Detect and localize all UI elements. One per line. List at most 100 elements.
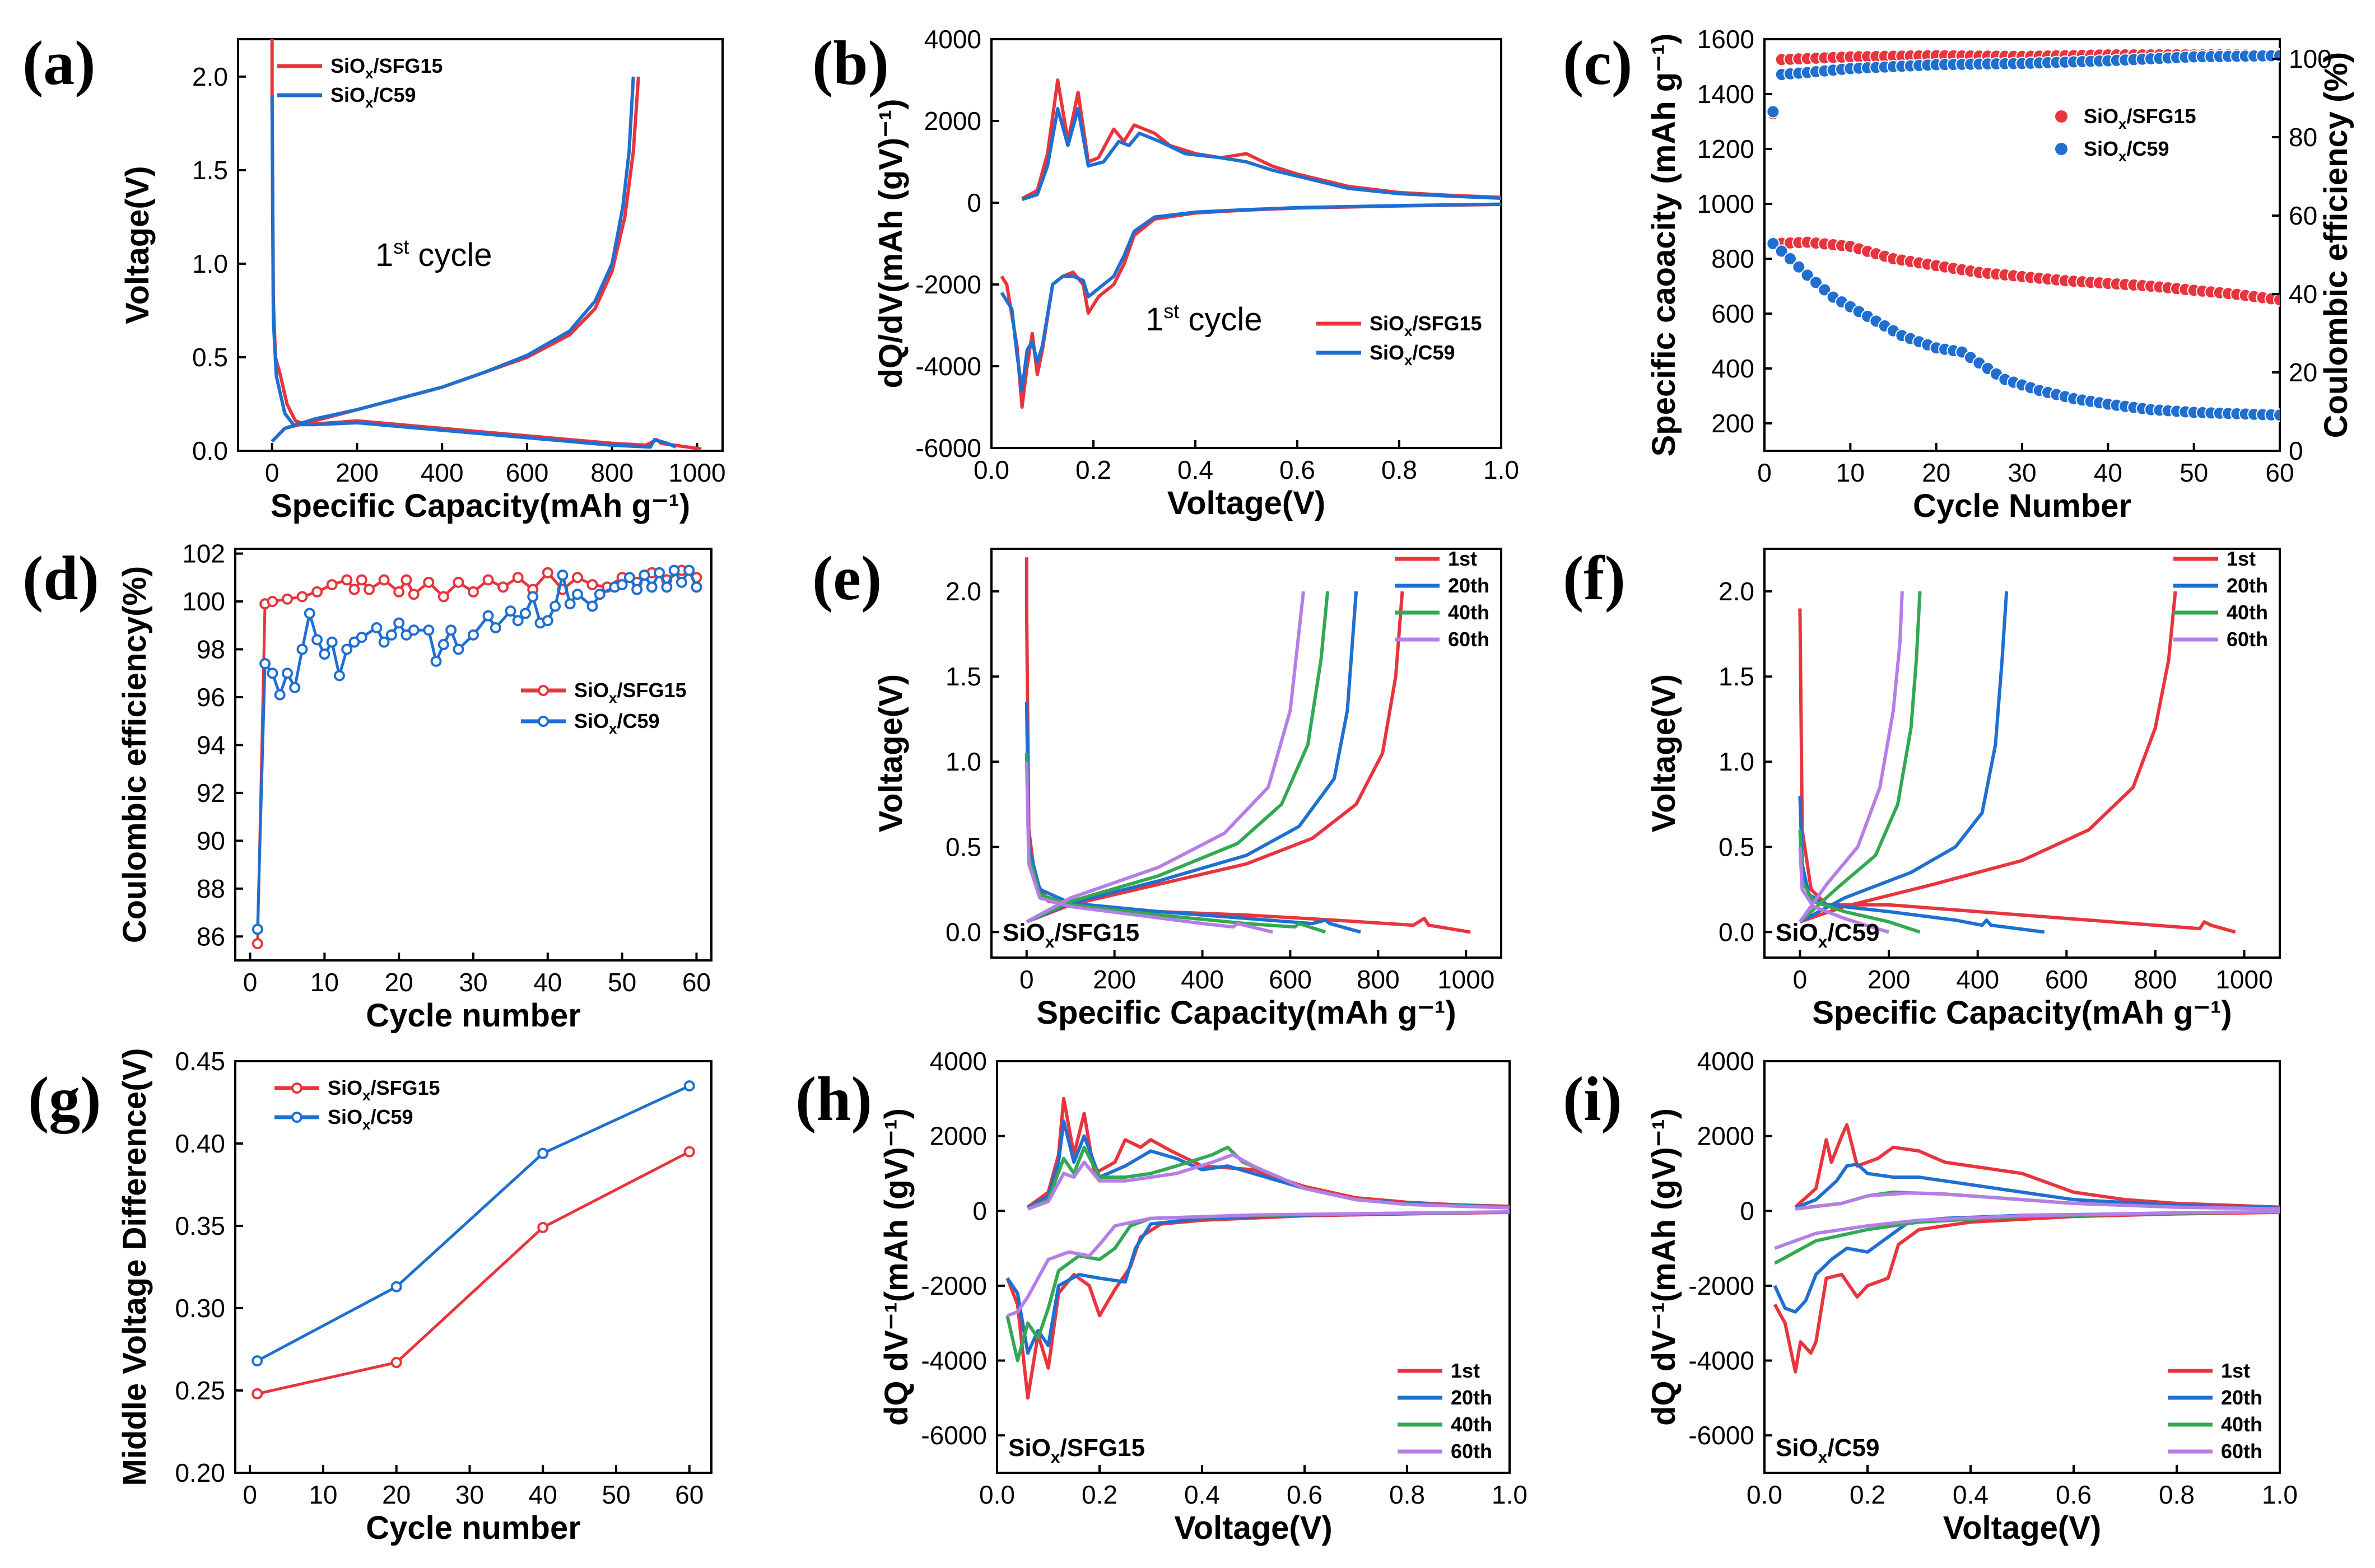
x-tick-label: 0: [265, 458, 280, 487]
y-tick-label: 96: [197, 683, 225, 712]
x-tick-label: 1000: [2215, 965, 2272, 994]
y-tick-label: 1.0: [1719, 747, 1754, 776]
series-marker: [646, 581, 658, 593]
capacity-point: [1792, 260, 1806, 274]
capacity-point: [2273, 293, 2280, 307]
x-axis-title: Specific Capacity(mAh g⁻¹): [1036, 995, 1456, 1031]
series-marker: [571, 572, 583, 584]
series-marker: [564, 598, 576, 610]
series-marker: [654, 567, 665, 578]
y-axis-title: Coulombic efficiency(%): [117, 566, 153, 944]
series-line: [1021, 107, 1501, 202]
series-marker: [385, 629, 397, 641]
series-marker: [267, 596, 278, 608]
series-marker: [571, 589, 583, 600]
legend-entry: 60th: [1448, 628, 1489, 651]
x-tick-label: 800: [590, 458, 634, 487]
x-tick-label: 400: [1181, 965, 1224, 994]
y-tick-label: 0.30: [175, 1294, 225, 1323]
x-tick-label: 50: [608, 968, 636, 997]
legend-entry: 40th: [2221, 1413, 2262, 1436]
panel-label-h: (h): [795, 1065, 872, 1134]
series-line: [1774, 1210, 2280, 1250]
y-tick-label: -6000: [915, 433, 981, 463]
legend-entry: 1st: [2221, 1359, 2250, 1382]
series-marker: [691, 581, 702, 593]
x-tick-label: 0.6: [1279, 455, 1315, 484]
y-tick-label: 1.5: [946, 662, 981, 691]
x-tick-label: 60: [675, 1480, 704, 1509]
capacity-point: [1783, 252, 1797, 265]
series-line: [1794, 1123, 2280, 1209]
x-tick-label: 1.0: [2262, 1480, 2298, 1509]
y-axis-title: Voltage(V): [873, 674, 909, 833]
series-marker: [623, 572, 635, 584]
x-tick-label: 1000: [1437, 965, 1494, 994]
x-tick-label: 0: [243, 968, 258, 997]
series-line: [271, 76, 635, 443]
y-tick-label: -2000: [1688, 1271, 1754, 1300]
plot-area: [252, 1080, 695, 1399]
series-marker: [468, 629, 479, 641]
panel-g: (g) 0 10 20 30 40 50 60 0.20 0.25 0.30 0.35 0.40 0.45…: [28, 1047, 712, 1546]
series-marker: [445, 624, 457, 636]
panel-h: (h) 0.0 0.2 0.4 0.6 0.8 1.0 -6000 -4000 -2000 0 200…: [795, 1047, 1528, 1546]
series-marker: [259, 658, 271, 670]
series-line: [1026, 591, 1404, 923]
x-tick-label: 0.6: [2056, 1480, 2092, 1509]
series-marker: [512, 572, 524, 584]
series-marker: [289, 682, 301, 693]
y-tick-label: 2.0: [1719, 577, 1754, 606]
series-line: [1026, 591, 1305, 923]
x-tick-label: 0.8: [1389, 1480, 1425, 1509]
panel-label-a: (a): [22, 29, 96, 98]
series-line: [1024, 762, 1273, 934]
series-line: [1026, 591, 1358, 923]
series-marker: [311, 586, 323, 598]
legend-entry: SiOx/C59: [574, 710, 660, 737]
series-marker: [537, 1147, 549, 1159]
plot-area: [1000, 78, 1501, 409]
panel-label-c: (c): [1563, 29, 1632, 98]
series-marker: [296, 643, 308, 655]
plot-area: [1798, 591, 2236, 934]
plot-area: [1766, 48, 2280, 422]
x-tick-label: 10: [310, 968, 339, 997]
legend-entry: SiOx/C59: [1370, 341, 1455, 368]
x-tick-label: 40: [2094, 458, 2122, 487]
series-marker: [668, 564, 680, 576]
legend-entry: 40th: [1448, 601, 1489, 624]
series-marker: [252, 923, 263, 935]
x-tick-label: 600: [506, 458, 549, 487]
panel-label-f: (f): [1563, 544, 1626, 613]
legend-entry: 1st: [2227, 547, 2256, 570]
legend-entry: 1st: [1451, 1359, 1480, 1382]
y-tick-label: 2.0: [192, 62, 228, 91]
series-marker: [326, 579, 338, 591]
efficiency-point: [1766, 105, 1780, 119]
legend: 1st 20th 40th 60th: [2173, 547, 2268, 651]
y-tick-label: 102: [182, 539, 225, 568]
series-marker: [423, 624, 435, 636]
sample-label: SiOx/C59: [1776, 919, 1879, 951]
legend: 1st 20th 40th 60th: [2168, 1359, 2262, 1463]
y-tick-label: 0.25: [175, 1376, 225, 1405]
x-tick-label: 10: [1836, 458, 1865, 487]
capacity-point: [1766, 237, 1780, 251]
series-marker: [393, 586, 405, 598]
series-line: [1795, 1162, 2280, 1210]
y2-axis-title: Coulombic efficiency (%): [2318, 52, 2354, 438]
legend-entry: 1st: [1448, 547, 1477, 570]
series-marker: [537, 1221, 549, 1233]
sample-label: SiOx/SFG15: [1003, 919, 1139, 951]
legend-entry: SiOx/SFG15: [2084, 105, 2196, 132]
y-tick-label: 4000: [930, 1047, 987, 1076]
legend-entry: SiOx/C59: [328, 1105, 413, 1133]
series-marker: [527, 591, 539, 603]
capacity-point: [1809, 276, 1823, 290]
panel-e: (e) 0 200 400 600 800 1000 0.0 0.5 1.0 1.5 2.0 Speci…: [812, 544, 1502, 1031]
series-marker: [364, 584, 375, 595]
series-marker: [401, 574, 412, 586]
